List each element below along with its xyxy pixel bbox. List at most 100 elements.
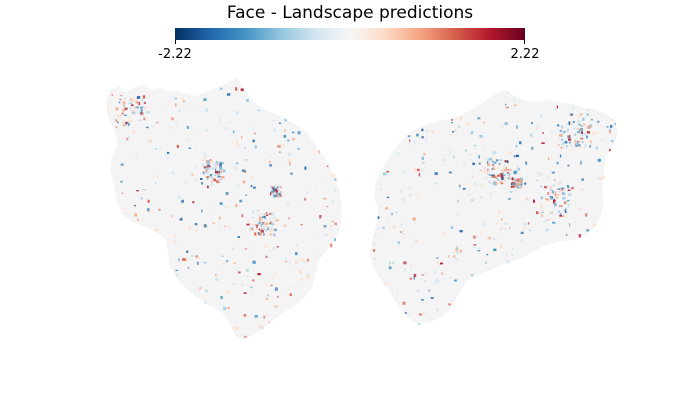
activation-spot-negative — [304, 166, 307, 170]
activation-spot-negative — [219, 202, 221, 205]
activation-spot-negative — [511, 254, 513, 256]
activation-spot-negative — [434, 172, 438, 175]
activation-spot-negative — [516, 171, 518, 175]
activation-spot-negative — [194, 166, 197, 169]
activation-spot-negative — [290, 172, 293, 175]
activation-spot-negative — [498, 158, 500, 162]
activation-spot-positive — [221, 176, 225, 180]
activation-spot-negative — [524, 182, 527, 185]
activation-spot-positive — [598, 177, 603, 180]
activation-spot-positive — [107, 108, 110, 111]
activation-spot-positive — [263, 315, 266, 319]
activation-spot-negative — [505, 259, 508, 262]
activation-spot-positive — [459, 249, 462, 253]
activation-spot-negative — [416, 289, 419, 293]
activation-spot-negative — [279, 185, 282, 188]
activation-spot-negative — [561, 125, 564, 129]
activation-spot-negative — [428, 289, 431, 292]
activation-spot-positive — [276, 187, 279, 190]
activation-spot-negative — [595, 146, 598, 150]
activation-spot-positive — [184, 258, 187, 262]
activation-spot-negative — [324, 233, 328, 236]
activation-spot-negative — [246, 268, 249, 272]
activation-spot-positive — [501, 169, 503, 173]
activation-spot-negative — [574, 133, 577, 136]
activation-spot-negative — [550, 132, 553, 134]
activation-spot-positive — [569, 144, 571, 146]
activation-spot-positive — [244, 248, 247, 250]
activation-spot-negative — [249, 227, 252, 231]
activation-spot-negative — [219, 118, 221, 122]
activation-spot-negative — [580, 161, 582, 165]
activation-spot-positive — [505, 106, 509, 109]
activation-spot-positive — [132, 130, 136, 133]
activation-spot-negative — [563, 191, 566, 194]
activation-spot-negative — [577, 141, 580, 144]
activation-spot-negative — [232, 247, 235, 251]
activation-spot-negative — [551, 198, 556, 200]
activation-spot-negative — [251, 216, 255, 219]
activation-spot-positive — [143, 101, 146, 104]
activation-spot-positive — [583, 127, 586, 130]
activation-spot-positive — [237, 145, 241, 148]
activation-spot-positive — [246, 247, 250, 250]
activation-spot-negative — [611, 140, 614, 142]
colorbar-max-tick — [524, 40, 525, 44]
activation-spot-negative — [270, 226, 273, 230]
activation-spot-negative — [334, 188, 336, 192]
activation-spot-positive — [265, 213, 268, 215]
activation-spot-positive — [195, 179, 199, 182]
activation-spot-negative — [250, 286, 253, 288]
activation-spot-positive — [547, 219, 550, 221]
activation-spot-positive — [402, 229, 404, 233]
activation-spot-negative — [210, 177, 214, 180]
activation-spot-negative — [519, 141, 522, 145]
activation-spot-positive — [519, 178, 522, 180]
activation-spot-negative — [436, 257, 439, 259]
activation-spot-negative — [329, 243, 332, 245]
activation-spot-positive — [134, 213, 137, 217]
activation-spot-negative — [463, 162, 466, 166]
activation-spot-negative — [271, 221, 274, 224]
activation-spot-negative — [139, 106, 144, 109]
activation-spot-positive — [283, 298, 286, 300]
activation-spot-positive — [562, 215, 565, 217]
activation-spot-negative — [226, 259, 228, 263]
activation-spot-negative — [540, 115, 543, 118]
activation-spot-negative — [489, 157, 493, 161]
activation-spot-positive — [302, 258, 304, 261]
activation-spot-positive — [126, 137, 129, 141]
activation-spot-positive — [241, 214, 244, 218]
activation-spot-positive — [547, 192, 549, 196]
activation-spot-positive — [525, 197, 529, 201]
activation-spot-positive — [580, 131, 583, 135]
activation-spot-positive — [279, 194, 283, 197]
activation-spot-positive — [246, 223, 250, 226]
activation-spot-negative — [564, 140, 568, 144]
activation-spot-positive — [270, 192, 272, 196]
activation-spot-positive — [199, 132, 201, 135]
activation-spot-positive — [182, 258, 186, 261]
activation-spot-positive — [212, 222, 215, 225]
activation-spot-negative — [159, 147, 161, 150]
activation-spot-negative — [516, 165, 519, 169]
activation-spot-negative — [206, 171, 210, 175]
activation-spot-negative — [236, 162, 239, 165]
activation-spot-negative — [455, 258, 459, 261]
activation-spot-negative — [425, 139, 427, 143]
activation-spot-negative — [155, 122, 157, 124]
activation-spot-positive — [266, 313, 268, 317]
activation-spot-positive — [125, 208, 127, 210]
activation-spot-positive — [154, 228, 158, 231]
activation-spot-positive — [487, 163, 490, 166]
activation-spot-positive — [514, 104, 517, 106]
activation-spot-negative — [449, 192, 452, 195]
activation-spot-positive — [543, 186, 548, 189]
activation-spot-negative — [523, 222, 526, 226]
activation-spot-negative — [493, 181, 496, 185]
activation-spot-negative — [561, 142, 565, 146]
activation-spot-positive — [553, 201, 555, 205]
activation-spot-negative — [493, 182, 497, 186]
activation-spot-positive — [250, 223, 254, 226]
activation-spot-positive — [421, 162, 425, 164]
